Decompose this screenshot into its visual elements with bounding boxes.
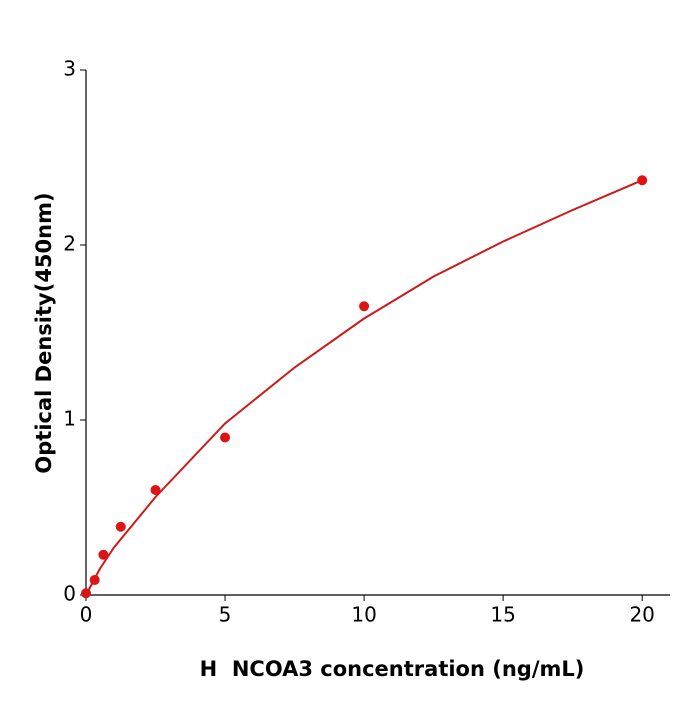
x-tick-label: 15 (490, 603, 515, 627)
data-point (98, 549, 109, 560)
data-point (115, 521, 126, 532)
data-point (359, 301, 370, 312)
data-point (81, 588, 91, 599)
x-tick-label: 20 (629, 603, 654, 627)
y-tick-label: 0 (63, 582, 76, 606)
y-tick-label: 2 (63, 232, 76, 256)
x-tick-label: 5 (219, 603, 232, 627)
data-point (220, 432, 231, 443)
data-point (150, 485, 161, 495)
y-tick-label: 1 (63, 407, 76, 431)
data-point (89, 574, 100, 585)
x-tick-label: 0 (80, 603, 93, 627)
y-tick-label: 3 (63, 57, 76, 81)
y-axis-title: Optical Density(450nm) (32, 192, 56, 473)
data-point (637, 175, 648, 186)
fit-curve (85, 179, 643, 596)
x-axis-title: H NCOA3 concentration (ng/mL) (200, 657, 585, 681)
x-tick-label: 10 (351, 603, 376, 627)
